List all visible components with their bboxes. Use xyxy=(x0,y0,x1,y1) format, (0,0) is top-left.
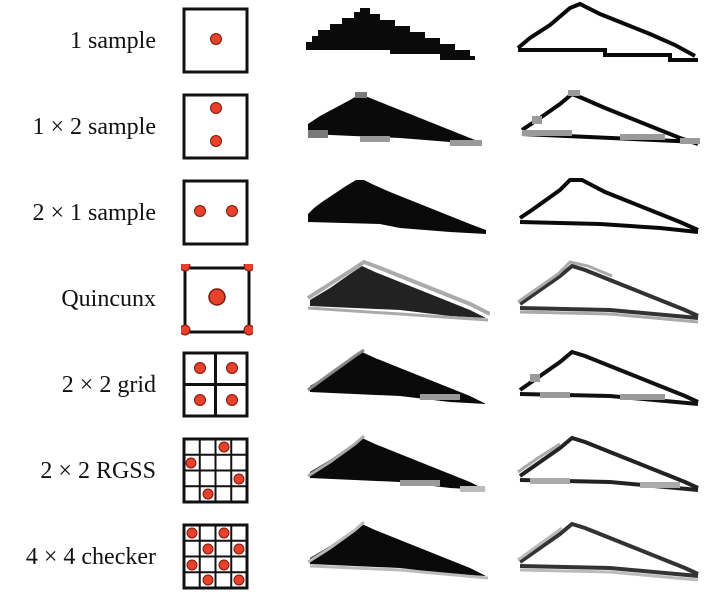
sample-dot xyxy=(243,324,253,336)
sample-dot xyxy=(194,394,206,406)
sample-dot xyxy=(210,33,222,45)
outline-triangle-render xyxy=(517,521,699,582)
sample-dot xyxy=(194,362,206,374)
sample-dot xyxy=(185,457,197,469)
filled-triangle-render xyxy=(308,92,482,146)
sample-dot xyxy=(202,543,214,555)
sample-dot xyxy=(210,135,222,147)
sample-dot xyxy=(181,264,191,272)
sample-dot xyxy=(202,574,214,586)
row-label: 1 sample xyxy=(70,28,156,54)
row-2x2-rgss: 2 × 2 RGSS xyxy=(0,434,705,522)
sample-dot xyxy=(186,527,198,539)
outline-triangle-render xyxy=(516,1,698,62)
sample-dot xyxy=(233,473,245,485)
sample-dot xyxy=(181,324,191,336)
row-1x2-sample: 1 × 2 sample xyxy=(0,90,705,178)
filled-triangle-render xyxy=(307,348,486,404)
row-label: 2 × 1 sample xyxy=(32,200,156,226)
sample-dot xyxy=(218,559,230,571)
sample-pattern xyxy=(182,351,249,418)
row-label: 1 × 2 sample xyxy=(32,114,156,140)
row-quincunx: Quincunx xyxy=(0,259,705,350)
sample-pattern xyxy=(181,264,253,336)
outline-triangle-render xyxy=(518,349,699,406)
sample-dot xyxy=(226,205,238,217)
sample-pattern xyxy=(182,7,249,74)
sample-dot xyxy=(233,543,245,555)
row-label: Quincunx xyxy=(61,286,156,312)
sample-dot xyxy=(218,527,230,539)
sample-dot xyxy=(208,288,226,306)
outline-triangle-render xyxy=(520,90,700,146)
row-2x2-grid: 2 × 2 grid xyxy=(0,348,705,436)
sample-dot xyxy=(243,264,253,272)
sample-dot xyxy=(186,559,198,571)
row-label: 2 × 2 RGSS xyxy=(40,458,156,484)
sample-dot xyxy=(194,205,206,217)
sample-dot xyxy=(218,441,230,453)
sample-dot xyxy=(226,362,238,374)
sample-pattern xyxy=(182,93,249,160)
sample-pattern xyxy=(182,523,249,590)
outline-triangle-render xyxy=(517,260,699,324)
sample-pattern xyxy=(182,179,249,246)
row-label: 2 × 2 grid xyxy=(61,372,156,398)
sample-dot xyxy=(210,102,222,114)
sample-dot xyxy=(233,574,245,586)
filled-triangle-render xyxy=(306,259,490,322)
sample-dot xyxy=(202,488,214,500)
row-1-sample: 1 sample xyxy=(0,1,705,92)
sample-dot xyxy=(226,394,238,406)
row-4x4-checker: 4 × 4 checker xyxy=(0,520,705,608)
row-2x1-sample: 2 × 1 sample xyxy=(0,178,705,264)
filled-triangle-render xyxy=(307,520,489,580)
filled-triangle-render xyxy=(306,8,475,60)
sample-pattern xyxy=(182,437,249,504)
outline-triangle-render xyxy=(518,178,699,234)
filled-triangle-render xyxy=(307,434,486,492)
filled-triangle-render xyxy=(308,180,486,234)
row-label: 4 × 4 checker xyxy=(25,544,156,570)
outline-triangle-render xyxy=(517,435,699,492)
